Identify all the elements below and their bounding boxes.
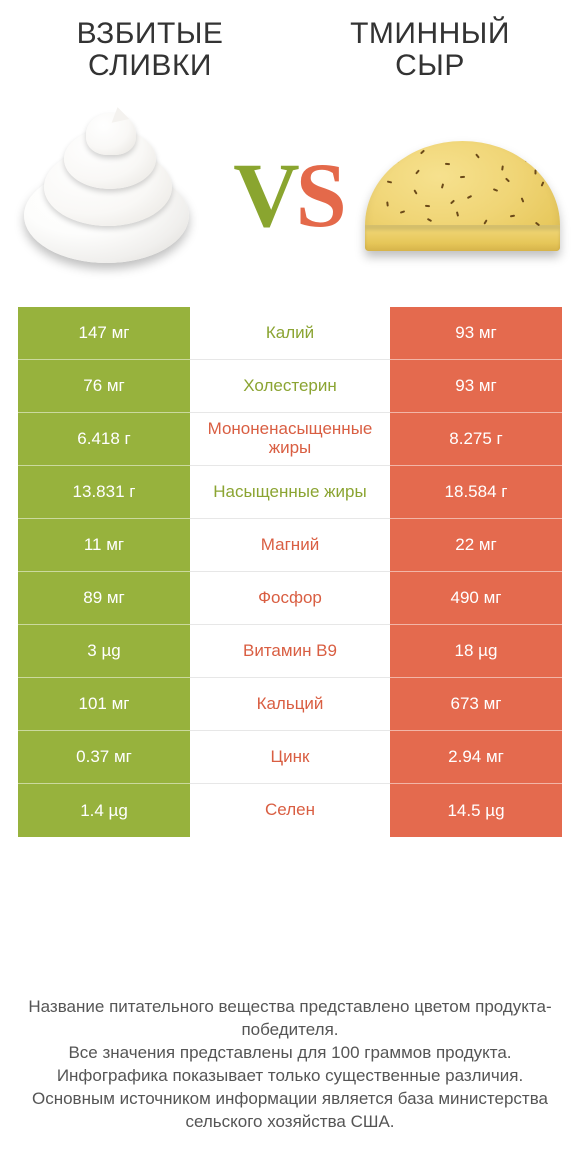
nutrient-label: Мононенасыщенные жиры [190, 413, 390, 466]
right-value: 22 мг [390, 519, 562, 572]
table-row: 101 мгКальций673 мг [18, 678, 562, 731]
footnote-line: Название питательного вещества представл… [26, 996, 554, 1042]
right-value: 18.584 г [390, 466, 562, 519]
right-value: 93 мг [390, 307, 562, 360]
right-value: 18 µg [390, 625, 562, 678]
product-right-title: ТМИННЫЙ СЫР [320, 18, 540, 81]
table-row: 13.831 гНасыщенные жиры18.584 г [18, 466, 562, 519]
nutrient-label: Кальций [190, 678, 390, 731]
table-row: 11 мгМагний22 мг [18, 519, 562, 572]
nutrient-label: Калий [190, 307, 390, 360]
left-value: 0.37 мг [18, 731, 190, 784]
left-value: 1.4 µg [18, 784, 190, 837]
right-value: 673 мг [390, 678, 562, 731]
left-value: 89 мг [18, 572, 190, 625]
left-value: 76 мг [18, 360, 190, 413]
hero-row: V S [0, 81, 580, 301]
left-value: 13.831 г [18, 466, 190, 519]
table-row: 0.37 мгЦинк2.94 мг [18, 731, 562, 784]
footnote-line: Все значения представлены для 100 граммо… [26, 1042, 554, 1065]
footnote-line: Основным источником информации является … [26, 1088, 554, 1134]
nutrient-label: Витамин B9 [190, 625, 390, 678]
nutrition-table: 147 мгКалий93 мг76 мгХолестерин93 мг6.41… [18, 307, 562, 837]
table-row: 1.4 µgСелен14.5 µg [18, 784, 562, 837]
whipped-cream-icon [18, 111, 198, 281]
table-row: 89 мгФосфор490 мг [18, 572, 562, 625]
table-row: 147 мгКалий93 мг [18, 307, 562, 360]
cheese-icon [362, 116, 562, 276]
left-value: 6.418 г [18, 413, 190, 466]
nutrient-label: Насыщенные жиры [190, 466, 390, 519]
vs-letter-v: V [233, 142, 299, 248]
left-value: 101 мг [18, 678, 190, 731]
nutrient-label: Цинк [190, 731, 390, 784]
left-value: 147 мг [18, 307, 190, 360]
table-row: 3 µgВитамин B918 µg [18, 625, 562, 678]
nutrient-label: Фосфор [190, 572, 390, 625]
footnotes: Название питательного вещества представл… [0, 996, 580, 1134]
right-value: 2.94 мг [390, 731, 562, 784]
right-value: 490 мг [390, 572, 562, 625]
titles-row: ВЗБИТЫЕ СЛИВКИ ТМИННЫЙ СЫР [0, 0, 580, 81]
nutrient-label: Магний [190, 519, 390, 572]
right-value: 93 мг [390, 360, 562, 413]
table-row: 76 мгХолестерин93 мг [18, 360, 562, 413]
product-left-title: ВЗБИТЫЕ СЛИВКИ [40, 18, 260, 81]
left-value: 3 µg [18, 625, 190, 678]
right-value: 8.275 г [390, 413, 562, 466]
nutrient-label: Холестерин [190, 360, 390, 413]
left-value: 11 мг [18, 519, 190, 572]
infographic-root: ВЗБИТЫЕ СЛИВКИ ТМИННЫЙ СЫР V S 147 мгКал… [0, 0, 580, 1174]
right-value: 14.5 µg [390, 784, 562, 837]
table-row: 6.418 гМононенасыщенные жиры8.275 г [18, 413, 562, 466]
nutrient-label: Селен [190, 784, 390, 837]
vs-label: V S [233, 142, 347, 248]
footnote-line: Инфографика показывает только существенн… [26, 1065, 554, 1088]
vs-letter-s: S [296, 142, 347, 248]
